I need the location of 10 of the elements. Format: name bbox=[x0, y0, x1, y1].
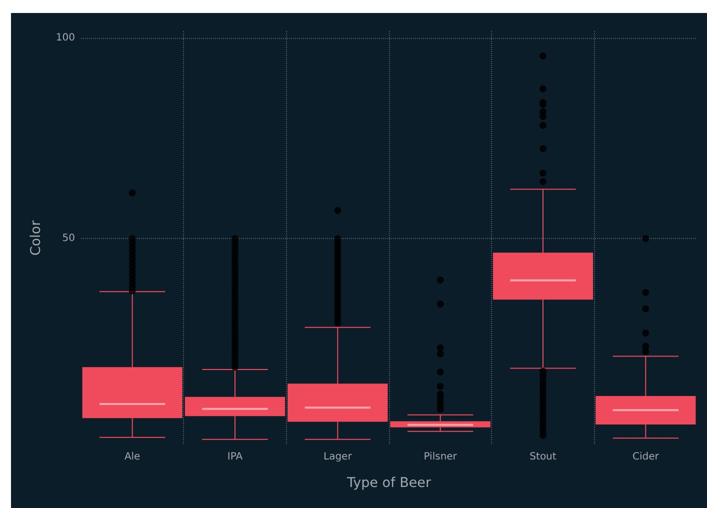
x-tick-label: IPA bbox=[227, 452, 243, 462]
x-axis-title: Type of Beer bbox=[346, 475, 432, 491]
y-tick-label: 50 bbox=[62, 233, 75, 244]
x-tick-label: Stout bbox=[530, 452, 556, 462]
x-tick-label: Ale bbox=[124, 452, 140, 462]
y-axis-title: Color bbox=[28, 220, 44, 256]
y-tick-label: 100 bbox=[56, 32, 75, 44]
x-tick-label: Pilsner bbox=[424, 452, 458, 462]
x-tick-label: Cider bbox=[632, 452, 660, 462]
x-tick-label: Lager bbox=[324, 452, 353, 462]
